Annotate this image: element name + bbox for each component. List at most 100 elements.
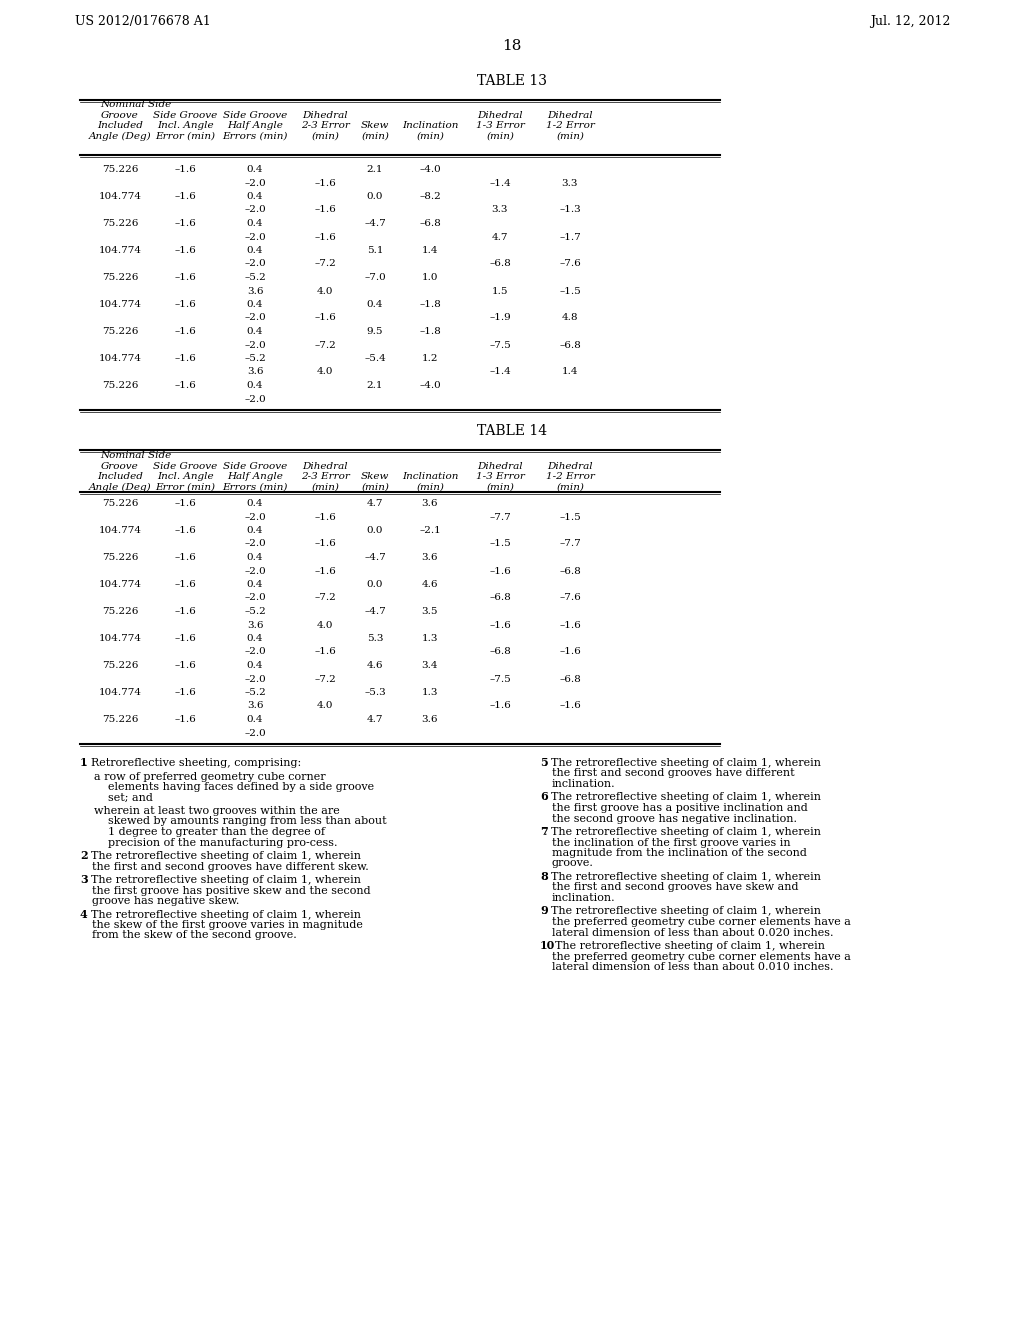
Text: 3.6: 3.6 (247, 367, 263, 376)
Text: –1.6: –1.6 (174, 165, 196, 174)
Text: –1.6: –1.6 (174, 381, 196, 389)
Text: the skew of the first groove varies in magnitude: the skew of the first groove varies in m… (92, 920, 362, 931)
Text: elements having faces defined by a side groove: elements having faces defined by a side … (108, 781, 374, 792)
Text: –5.2: –5.2 (244, 273, 266, 282)
Text: 75.226: 75.226 (101, 553, 138, 562)
Text: Dihedral: Dihedral (547, 462, 593, 471)
Text: skewed by amounts ranging from less than about: skewed by amounts ranging from less than… (108, 817, 387, 826)
Text: –2.0: –2.0 (244, 729, 266, 738)
Text: –1.6: –1.6 (559, 701, 581, 710)
Text: 75.226: 75.226 (101, 661, 138, 671)
Text: 75.226: 75.226 (101, 219, 138, 228)
Text: the first and second grooves have skew and: the first and second grooves have skew a… (552, 883, 799, 892)
Text: 1-2 Error: 1-2 Error (546, 121, 595, 129)
Text: 4.8: 4.8 (562, 314, 579, 322)
Text: (min): (min) (416, 483, 444, 492)
Text: –7.2: –7.2 (314, 675, 336, 684)
Text: the preferred geometry cube corner elements have a: the preferred geometry cube corner eleme… (552, 917, 851, 927)
Text: Error (min): Error (min) (155, 483, 215, 492)
Text: 0.0: 0.0 (367, 579, 383, 589)
Text: –6.8: –6.8 (489, 260, 511, 268)
Text: –2.0: –2.0 (244, 260, 266, 268)
Text: –1.6: –1.6 (174, 300, 196, 309)
Text: . The retroreflective sheeting of claim 1, wherein: . The retroreflective sheeting of claim … (84, 875, 361, 884)
Text: 10: 10 (540, 940, 555, 950)
Text: 104.774: 104.774 (98, 579, 141, 589)
Text: 0.4: 0.4 (247, 661, 263, 671)
Text: 1.0: 1.0 (422, 273, 438, 282)
Text: (min): (min) (311, 132, 339, 141)
Text: –7.2: –7.2 (314, 594, 336, 602)
Text: –1.6: –1.6 (559, 620, 581, 630)
Text: 1.5: 1.5 (492, 286, 508, 296)
Text: a row of preferred geometry cube corner: a row of preferred geometry cube corner (94, 771, 326, 781)
Text: 3.6: 3.6 (422, 553, 438, 562)
Text: 3.6: 3.6 (247, 286, 263, 296)
Text: 6: 6 (540, 792, 548, 803)
Text: precision of the manufacturing pro-cess.: precision of the manufacturing pro-cess. (108, 837, 338, 847)
Text: 5.3: 5.3 (367, 634, 383, 643)
Text: –2.0: –2.0 (244, 675, 266, 684)
Text: 9: 9 (540, 906, 548, 916)
Text: –1.6: –1.6 (174, 634, 196, 643)
Text: 3.3: 3.3 (492, 206, 508, 214)
Text: 4.6: 4.6 (367, 661, 383, 671)
Text: –1.6: –1.6 (174, 553, 196, 562)
Text: 1.3: 1.3 (422, 634, 438, 643)
Text: –2.0: –2.0 (244, 566, 266, 576)
Text: Error (min): Error (min) (155, 132, 215, 141)
Text: Half Angle: Half Angle (227, 473, 283, 480)
Text: 104.774: 104.774 (98, 191, 141, 201)
Text: –7.7: –7.7 (489, 512, 511, 521)
Text: 4.6: 4.6 (422, 579, 438, 589)
Text: –1.6: –1.6 (174, 688, 196, 697)
Text: Inclination: Inclination (401, 473, 458, 480)
Text: Angle (Deg): Angle (Deg) (89, 483, 152, 492)
Text: . The retroreflective sheeting of claim 1, wherein: . The retroreflective sheeting of claim … (549, 941, 825, 950)
Text: –5.3: –5.3 (365, 688, 386, 697)
Text: –1.6: –1.6 (559, 648, 581, 656)
Text: –1.6: –1.6 (314, 314, 336, 322)
Text: 75.226: 75.226 (101, 165, 138, 174)
Text: (min): (min) (361, 132, 389, 141)
Text: –6.8: –6.8 (559, 566, 581, 576)
Text: Dihedral: Dihedral (477, 111, 523, 120)
Text: 0.4: 0.4 (247, 246, 263, 255)
Text: 0.4: 0.4 (247, 553, 263, 562)
Text: –1.4: –1.4 (489, 367, 511, 376)
Text: . The retroreflective sheeting of claim 1, wherein: . The retroreflective sheeting of claim … (544, 873, 821, 882)
Text: 3.3: 3.3 (562, 178, 579, 187)
Text: inclination.: inclination. (552, 894, 615, 903)
Text: set; and: set; and (108, 792, 153, 803)
Text: 4.0: 4.0 (316, 286, 333, 296)
Text: –6.8: –6.8 (419, 219, 441, 228)
Text: –1.6: –1.6 (174, 715, 196, 723)
Text: (min): (min) (416, 132, 444, 141)
Text: 2-3 Error: 2-3 Error (301, 473, 349, 480)
Text: Errors (min): Errors (min) (222, 132, 288, 141)
Text: 1 degree to greater than the degree of: 1 degree to greater than the degree of (108, 828, 325, 837)
Text: 3.6: 3.6 (247, 701, 263, 710)
Text: the first and second grooves have different skew.: the first and second grooves have differ… (92, 862, 369, 871)
Text: –1.6: –1.6 (174, 273, 196, 282)
Text: –8.2: –8.2 (419, 191, 441, 201)
Text: –2.0: –2.0 (244, 512, 266, 521)
Text: lateral dimension of less than about 0.020 inches.: lateral dimension of less than about 0.0… (552, 928, 834, 937)
Text: 3.6: 3.6 (247, 620, 263, 630)
Text: . The retroreflective sheeting of claim 1, wherein: . The retroreflective sheeting of claim … (544, 907, 821, 916)
Text: 18: 18 (503, 40, 521, 53)
Text: 3.6: 3.6 (422, 715, 438, 723)
Text: –2.0: –2.0 (244, 594, 266, 602)
Text: lateral dimension of less than about 0.010 inches.: lateral dimension of less than about 0.0… (552, 962, 834, 972)
Text: . The retroreflective sheeting of claim 1, wherein: . The retroreflective sheeting of claim … (84, 851, 361, 861)
Text: –1.6: –1.6 (314, 540, 336, 549)
Text: Groove: Groove (101, 111, 139, 120)
Text: –4.0: –4.0 (419, 165, 441, 174)
Text: magnitude from the inclination of the second: magnitude from the inclination of the se… (552, 847, 807, 858)
Text: –1.6: –1.6 (314, 566, 336, 576)
Text: 1.2: 1.2 (422, 354, 438, 363)
Text: –1.6: –1.6 (174, 607, 196, 616)
Text: –7.6: –7.6 (559, 260, 581, 268)
Text: 75.226: 75.226 (101, 499, 138, 508)
Text: 104.774: 104.774 (98, 354, 141, 363)
